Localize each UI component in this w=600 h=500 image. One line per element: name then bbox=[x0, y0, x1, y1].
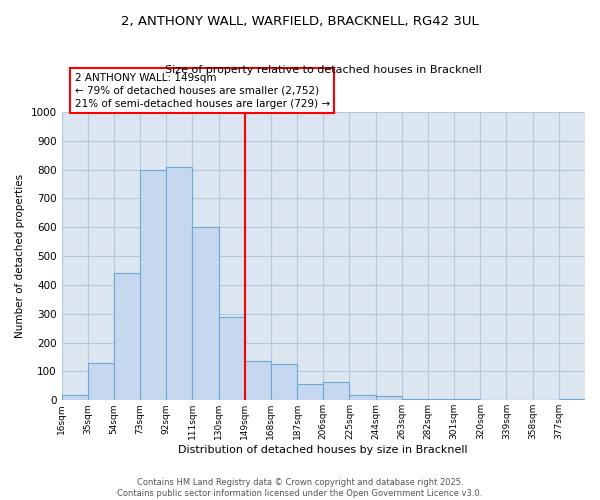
Text: 2 ANTHONY WALL: 149sqm
← 79% of detached houses are smaller (2,752)
21% of semi-: 2 ANTHONY WALL: 149sqm ← 79% of detached… bbox=[74, 72, 330, 109]
Bar bbox=[62, 394, 88, 400]
Bar bbox=[376, 396, 402, 400]
Bar bbox=[428, 399, 454, 400]
Bar bbox=[271, 364, 297, 401]
Bar bbox=[245, 362, 271, 401]
Bar bbox=[140, 170, 166, 400]
Bar bbox=[559, 399, 585, 400]
Y-axis label: Number of detached properties: Number of detached properties bbox=[15, 174, 25, 338]
X-axis label: Distribution of detached houses by size in Bracknell: Distribution of detached houses by size … bbox=[178, 445, 468, 455]
Title: Size of property relative to detached houses in Bracknell: Size of property relative to detached ho… bbox=[165, 65, 482, 75]
Bar bbox=[88, 363, 114, 401]
Bar bbox=[454, 399, 481, 400]
Text: Contains HM Land Registry data © Crown copyright and database right 2025.
Contai: Contains HM Land Registry data © Crown c… bbox=[118, 478, 482, 498]
Bar bbox=[349, 394, 376, 400]
Bar bbox=[297, 384, 323, 400]
Bar bbox=[323, 382, 349, 400]
Bar bbox=[218, 316, 245, 400]
Bar bbox=[114, 274, 140, 400]
Text: 2, ANTHONY WALL, WARFIELD, BRACKNELL, RG42 3UL: 2, ANTHONY WALL, WARFIELD, BRACKNELL, RG… bbox=[121, 15, 479, 28]
Bar bbox=[402, 399, 428, 400]
Bar bbox=[166, 166, 193, 400]
Bar bbox=[193, 227, 218, 400]
